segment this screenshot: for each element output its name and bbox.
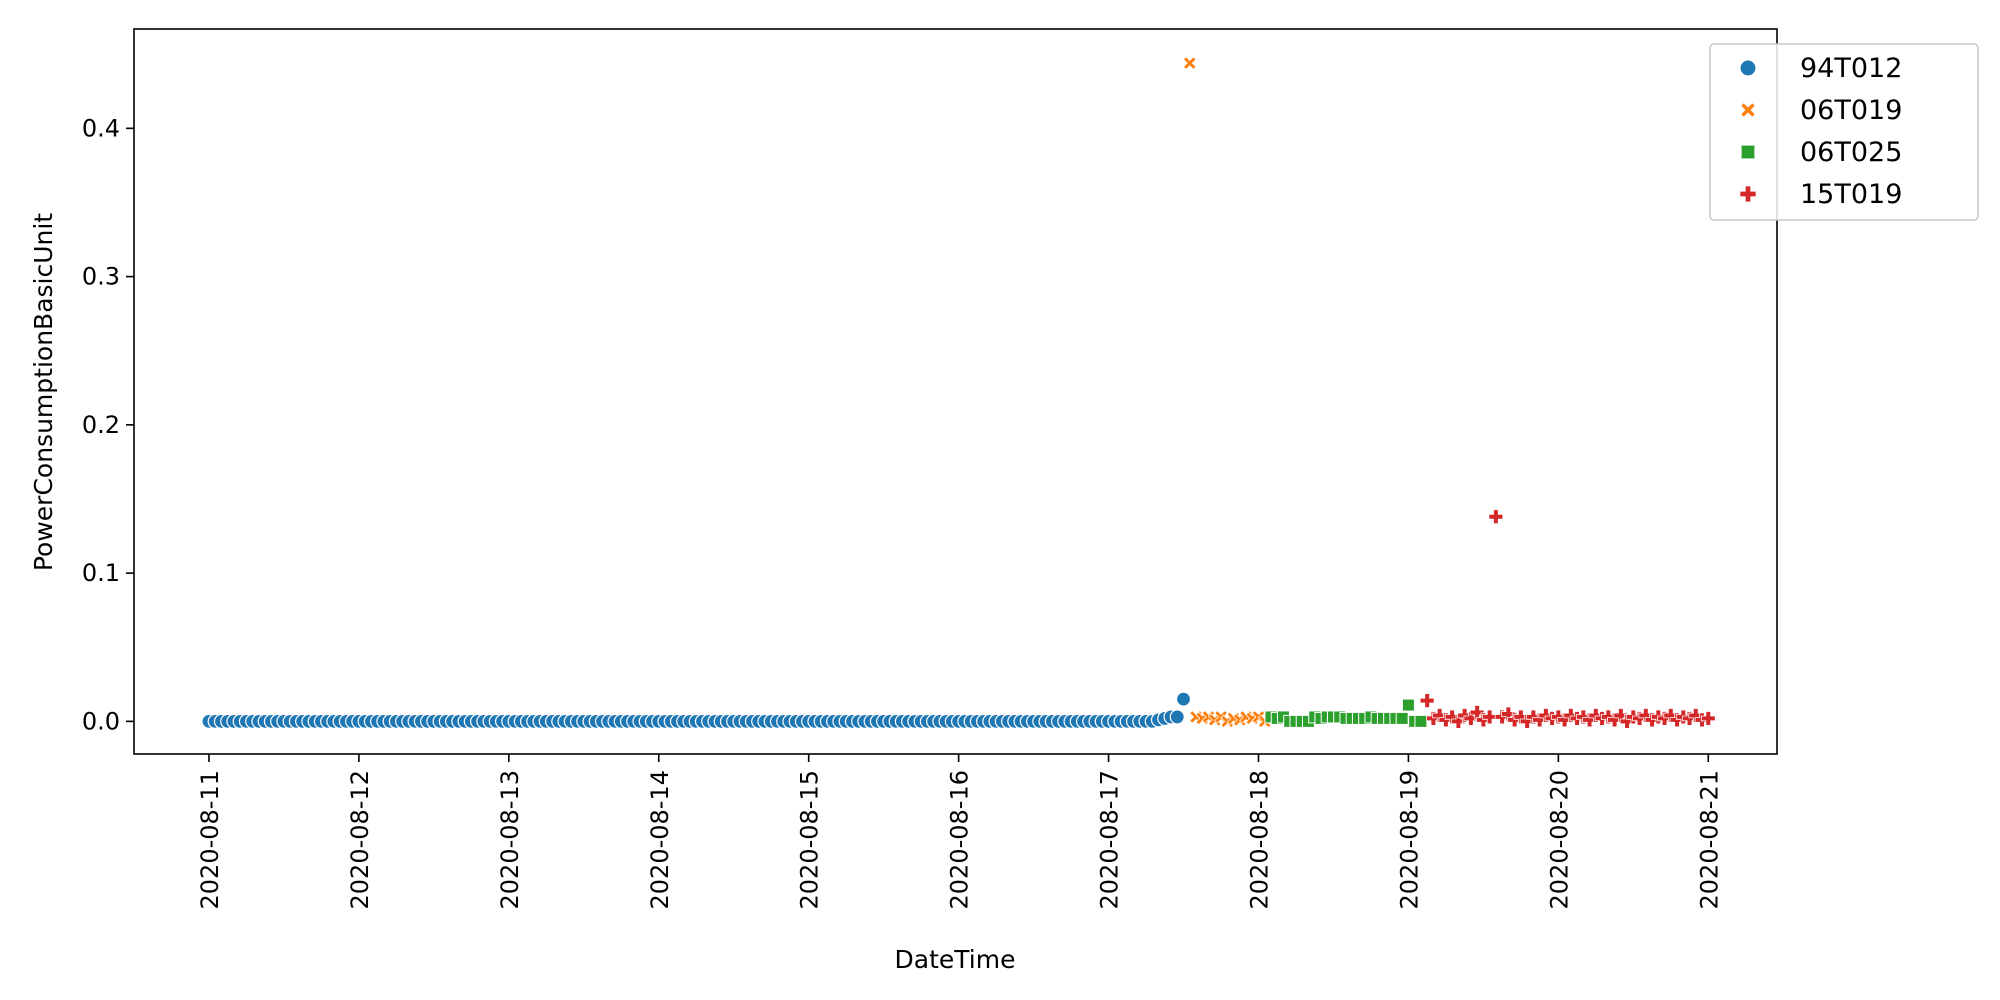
legend-marker (1739, 185, 1757, 203)
data-point (1538, 708, 1554, 723)
legend-marker (1740, 102, 1756, 118)
x-tick-label: 2020-08-11 (196, 770, 224, 909)
x-tick-label: 2020-08-15 (796, 770, 824, 909)
data-point (1182, 56, 1197, 70)
x-axis: 2020-08-11 2020-08-12 2020-08-13 2020-08-14… (196, 754, 1723, 909)
data-point (1414, 714, 1428, 728)
data-point (1463, 711, 1479, 726)
x-tick-label: 2020-08-17 (1096, 770, 1124, 909)
data-point (1600, 709, 1616, 725)
data-point (1419, 693, 1435, 709)
data-point (1395, 711, 1409, 725)
y-tick-label: 0.1 (82, 559, 120, 587)
data-point (1525, 709, 1541, 725)
x-tick-label: 2020-08-12 (346, 770, 374, 909)
data-point (1450, 713, 1466, 729)
x-tick-label: 2020-08-13 (496, 770, 524, 909)
legend-label: 06T025 (1800, 137, 1902, 168)
data-point (1457, 708, 1473, 723)
y-tick-label: 0.0 (82, 707, 120, 735)
y-tick-label: 0.3 (82, 263, 120, 291)
legend-label: 15T019 (1800, 179, 1902, 210)
legend-label: 94T012 (1800, 53, 1902, 84)
data-point (1401, 698, 1415, 712)
y-axis-label: PowerConsumptionBasicUnit (29, 213, 58, 571)
plot-frame (133, 28, 1778, 755)
data-point (1550, 709, 1566, 725)
x-tick-label: 2020-08-18 (1245, 770, 1273, 909)
y-tick-label: 0.4 (82, 114, 120, 142)
y-tick-label: 0.2 (82, 411, 120, 439)
x-tick-label: 2020-08-19 (1395, 770, 1423, 909)
x-tick-label: 2020-08-16 (946, 770, 974, 909)
data-points (201, 56, 1716, 729)
data-point (1175, 691, 1192, 707)
plot-area (134, 29, 1777, 754)
x-axis-label: DateTime (895, 945, 1016, 974)
data-point (1488, 509, 1504, 525)
data-point (1588, 708, 1604, 723)
legend-label: 06T019 (1800, 95, 1902, 126)
x-tick-label: 2020-08-14 (646, 770, 674, 909)
legend-marker (1739, 59, 1757, 77)
series-15T019 (1419, 509, 1716, 729)
legend-marker (1740, 144, 1756, 160)
series-94T012 (201, 691, 1192, 729)
legend: 94T012 06T019 06T025 15T019 (1709, 43, 1979, 221)
x-tick-label: 2020-08-20 (1545, 770, 1573, 909)
data-point (1482, 709, 1498, 725)
x-tick-label: 2020-08-21 (1695, 770, 1723, 909)
y-axis: 0.0 0.1 0.2 0.3 0.4 (82, 114, 134, 735)
series-06T025 (1264, 698, 1428, 728)
data-point (1575, 709, 1591, 725)
data-point (1169, 709, 1185, 725)
legend-frame (1709, 43, 1979, 221)
data-point (1563, 708, 1579, 723)
data-point (1700, 711, 1716, 726)
